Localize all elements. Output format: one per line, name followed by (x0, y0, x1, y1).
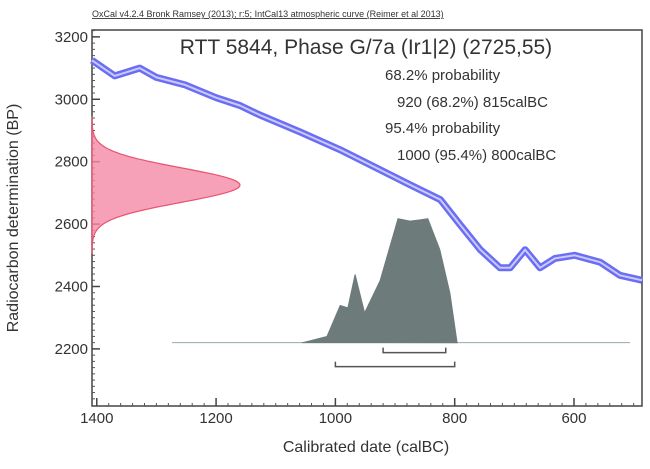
y-tick-label: 2200 (55, 341, 88, 358)
radiocarbon-distribution (91, 116, 241, 254)
x-tick-label: 600 (561, 410, 586, 427)
y-tick-label: 2400 (55, 278, 88, 295)
plot-frame (91, 29, 643, 407)
chart-title: RTT 5844, Phase G/7a (Ir1|2) (2725,55) (180, 36, 552, 59)
annotation-95-label: 95.4% probability (385, 120, 501, 137)
x-tick-label: 1200 (199, 410, 232, 427)
y-tick-label: 3000 (55, 91, 88, 108)
x-tick-label: 1000 (319, 410, 352, 427)
annotation-68-label: 68.2% probability (385, 67, 501, 84)
annotation-95-range: 1000 (95.4%) 800calBC (397, 147, 556, 164)
range-bracket-954 (334, 361, 456, 368)
x-tick-label: 800 (442, 410, 467, 427)
calibrated-distribution (301, 218, 458, 344)
range-bracket-682 (382, 347, 447, 354)
calibration-curve-center (91, 59, 643, 282)
x-axis-label: Calibrated date (calBC) (283, 439, 449, 456)
annotation-68-range: 920 (68.2%) 815calBC (397, 94, 548, 111)
y-axis-label: Radiocarbon determination (BP) (5, 104, 22, 333)
y-tick-label: 2800 (55, 154, 88, 171)
y-tick-label: 2600 (55, 216, 88, 233)
axis-ticks: 1400 1200 1000 800 600 3200 3000 2800 2600 2400 22… (55, 29, 635, 427)
series-layer (90, 57, 643, 368)
credit-text: OxCal v4.2.4 Bronk Ramsey (2013); r:5; I… (92, 9, 444, 19)
y-tick-label: 3200 (55, 29, 88, 46)
x-tick-label: 1400 (80, 410, 113, 427)
